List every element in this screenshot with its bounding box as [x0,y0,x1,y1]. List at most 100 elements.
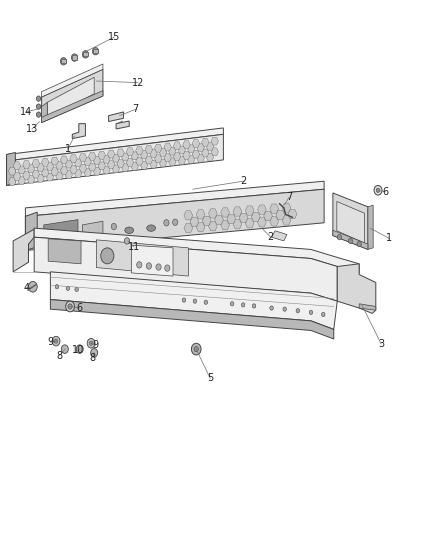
Text: 12: 12 [132,78,144,87]
Circle shape [376,188,380,192]
Polygon shape [48,239,81,264]
Circle shape [124,238,130,244]
Circle shape [283,307,286,311]
Circle shape [36,96,41,101]
Circle shape [146,263,152,269]
Text: 11: 11 [127,242,140,252]
Polygon shape [7,152,15,185]
Circle shape [68,304,72,309]
Circle shape [89,341,93,345]
Text: 2: 2 [268,232,274,242]
Circle shape [36,104,41,109]
Circle shape [87,338,95,348]
Circle shape [101,248,114,264]
Polygon shape [34,228,359,273]
Text: 8: 8 [90,353,96,363]
Polygon shape [333,230,368,249]
Circle shape [296,309,300,313]
Circle shape [165,265,170,271]
Circle shape [357,241,361,247]
Text: 1: 1 [65,144,71,154]
Circle shape [252,304,256,308]
Text: 15: 15 [108,33,120,42]
Circle shape [54,339,58,343]
Polygon shape [337,264,376,313]
Ellipse shape [147,225,155,231]
Circle shape [137,262,142,268]
Polygon shape [42,91,103,123]
Bar [72,55,77,60]
Polygon shape [42,64,103,97]
Circle shape [164,220,169,226]
Text: 3: 3 [378,339,384,349]
Text: 5: 5 [207,374,213,383]
Circle shape [66,301,74,312]
Circle shape [75,287,78,292]
Ellipse shape [125,227,134,233]
Polygon shape [7,128,223,161]
Polygon shape [25,189,324,251]
Circle shape [348,238,353,244]
Circle shape [241,303,245,307]
Polygon shape [272,231,287,241]
Circle shape [337,235,342,240]
Circle shape [76,345,83,353]
Polygon shape [82,221,103,237]
Text: 10: 10 [72,345,84,355]
Polygon shape [44,220,78,244]
Polygon shape [42,102,47,123]
Text: 9: 9 [92,341,99,350]
Polygon shape [337,201,364,243]
Polygon shape [116,121,129,129]
Polygon shape [50,300,334,339]
Circle shape [270,306,273,310]
Polygon shape [333,193,368,249]
Text: 7: 7 [286,192,292,202]
Circle shape [193,299,197,303]
Polygon shape [96,240,188,276]
Text: 2: 2 [240,176,246,186]
Circle shape [194,346,198,352]
Polygon shape [72,124,85,139]
Polygon shape [47,77,94,118]
Bar [83,52,88,56]
Polygon shape [359,304,376,310]
Polygon shape [50,272,337,329]
Text: 4: 4 [23,283,29,293]
Polygon shape [131,245,173,276]
Text: 7: 7 [133,104,139,114]
Polygon shape [368,205,373,249]
Text: 14: 14 [20,107,32,117]
Circle shape [82,51,88,58]
Circle shape [173,219,178,225]
Circle shape [92,47,99,55]
Polygon shape [25,181,324,216]
Circle shape [61,345,68,353]
Text: 9: 9 [47,337,53,347]
Text: 1: 1 [386,233,392,243]
Circle shape [60,58,67,65]
Bar [61,59,66,63]
Circle shape [111,223,117,230]
Bar [93,49,98,53]
Circle shape [36,112,41,117]
Text: 6: 6 [382,187,389,197]
Polygon shape [7,134,223,185]
Text: 8: 8 [57,351,63,360]
Polygon shape [42,69,103,123]
Polygon shape [13,229,34,272]
Polygon shape [25,212,37,251]
Circle shape [230,302,234,306]
Circle shape [28,281,37,292]
Circle shape [374,185,382,195]
Circle shape [309,310,313,314]
Circle shape [71,54,78,61]
Circle shape [66,286,70,290]
Text: 13: 13 [26,124,38,134]
Polygon shape [109,112,124,122]
Circle shape [321,312,325,317]
Circle shape [52,336,60,346]
Circle shape [191,343,201,355]
Circle shape [91,349,98,357]
Circle shape [55,285,59,289]
